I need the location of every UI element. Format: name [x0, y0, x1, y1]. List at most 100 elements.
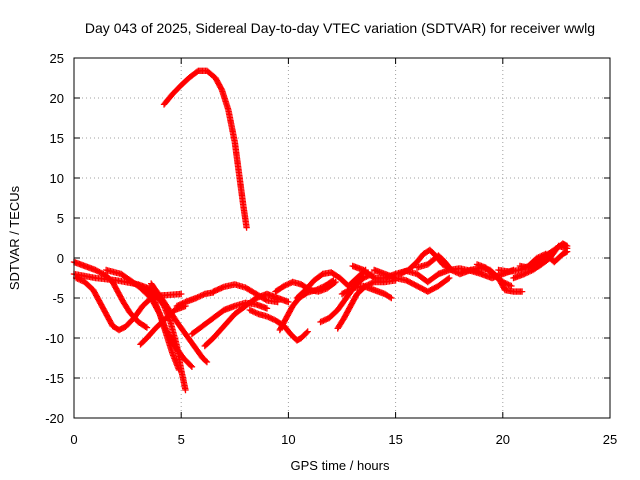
y-tick-label: 20	[50, 91, 64, 106]
data-point	[198, 292, 206, 299]
x-axis-label: GPS time / hours	[291, 458, 390, 473]
data-point	[178, 300, 185, 308]
data-point	[187, 362, 195, 369]
data-point	[176, 301, 183, 308]
data-point	[321, 316, 329, 324]
data-point	[274, 298, 281, 306]
data-point	[398, 270, 405, 277]
y-tick-label: -20	[45, 411, 64, 426]
data-point	[505, 281, 512, 288]
chart-title: Day 043 of 2025, Sidereal Day-to-day VTE…	[85, 20, 595, 36]
data-point	[361, 274, 369, 281]
series-a21	[396, 246, 453, 278]
y-tick-label: 25	[50, 51, 64, 66]
data-point	[323, 316, 330, 323]
data-point	[304, 328, 311, 335]
data-point	[173, 302, 181, 310]
data-point	[194, 294, 201, 301]
series-a19	[349, 262, 442, 286]
data-point	[265, 313, 272, 321]
data-point	[446, 274, 453, 282]
data-point	[317, 318, 324, 326]
series-a25	[473, 261, 515, 290]
plot-frame	[73, 57, 611, 419]
data-point	[246, 306, 254, 314]
data-point	[332, 278, 339, 286]
series-a18	[338, 282, 395, 302]
x-tick-label: 15	[388, 432, 402, 447]
data-point	[518, 288, 526, 295]
data-point	[331, 279, 338, 287]
data-point	[499, 278, 506, 286]
series-a20	[370, 266, 453, 295]
data-point	[522, 270, 529, 277]
data-point	[503, 280, 511, 288]
y-axis-label: SDTVAR / TECUs	[7, 185, 22, 290]
data-point	[142, 323, 149, 330]
data-point	[195, 293, 203, 300]
series-a28	[516, 240, 571, 271]
series-a5	[128, 278, 196, 370]
data-point	[506, 282, 514, 289]
series-a10	[201, 290, 292, 350]
series-arc-high	[160, 67, 250, 231]
data-point	[280, 282, 288, 290]
data-point	[188, 363, 196, 370]
data-point	[197, 292, 204, 300]
data-point	[253, 310, 261, 317]
data-point	[179, 300, 186, 307]
y-tick-label: 5	[57, 211, 64, 226]
data-point	[263, 305, 271, 312]
data-point	[283, 281, 291, 288]
data-point	[282, 282, 289, 289]
data-point	[508, 282, 515, 290]
y-tick-label: 0	[57, 251, 64, 266]
data-point	[182, 386, 189, 394]
grid-lines	[74, 58, 610, 418]
data-point	[369, 279, 376, 286]
data-point	[318, 318, 326, 325]
data-point	[502, 280, 509, 287]
data-point	[303, 329, 310, 336]
data-point	[252, 309, 259, 316]
data-point	[563, 242, 571, 250]
data-point	[250, 308, 258, 316]
data-point	[368, 280, 375, 287]
data-point	[360, 274, 367, 282]
data-point	[399, 269, 406, 276]
axis-ticks: 0 5 10 15 20 25 -20 -15 -10 -5 0 5 10 15 20 25	[45, 51, 617, 447]
series-a7	[147, 280, 211, 366]
data-point	[400, 268, 408, 276]
data-point	[444, 275, 452, 283]
series-a11	[210, 281, 281, 306]
data-point	[202, 357, 210, 365]
data-point	[269, 315, 276, 323]
x-tick-label: 20	[496, 432, 510, 447]
data-point	[178, 290, 185, 298]
data-point	[203, 358, 211, 366]
x-tick-label: 0	[70, 432, 77, 447]
y-tick-label: -10	[45, 331, 64, 346]
data-point	[285, 280, 292, 288]
data-point	[396, 270, 404, 278]
y-tick-label: -5	[52, 291, 64, 306]
data-point	[388, 294, 395, 302]
data-point	[402, 268, 409, 275]
data-point	[521, 270, 528, 278]
y-tick-label: -15	[45, 371, 64, 386]
data-point	[143, 324, 151, 331]
data-point	[285, 298, 292, 306]
data-point	[263, 313, 271, 320]
data-point	[501, 279, 508, 286]
data-point	[268, 315, 275, 322]
x-tick-label: 5	[178, 432, 185, 447]
data-point	[266, 314, 274, 321]
data-point	[523, 269, 531, 276]
data-point	[386, 294, 394, 301]
data-point	[348, 285, 355, 293]
data-point	[286, 280, 294, 287]
data-marks	[70, 67, 571, 394]
data-point	[249, 308, 256, 315]
